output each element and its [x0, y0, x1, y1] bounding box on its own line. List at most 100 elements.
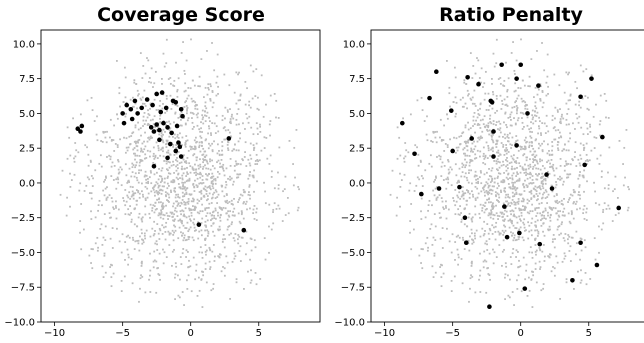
- background-points: [389, 38, 630, 308]
- background-point: [391, 169, 394, 172]
- y-tick-label: −7.5: [11, 283, 35, 294]
- background-point: [211, 214, 214, 217]
- background-point: [512, 185, 515, 187]
- background-point: [188, 215, 191, 218]
- background-point: [264, 202, 267, 205]
- background-point: [488, 192, 491, 194]
- background-point: [399, 185, 402, 188]
- background-point: [164, 191, 167, 194]
- background-point: [558, 131, 561, 134]
- background-point: [249, 164, 252, 167]
- background-point: [482, 234, 485, 237]
- background-point: [461, 162, 464, 165]
- background-point: [463, 147, 466, 149]
- background-point: [474, 153, 477, 156]
- background-point: [144, 237, 147, 240]
- background-point: [576, 117, 579, 120]
- background-point: [133, 175, 136, 178]
- background-point: [138, 155, 141, 157]
- background-point: [133, 81, 136, 84]
- background-point: [431, 141, 434, 143]
- background-point: [496, 187, 499, 190]
- background-point: [400, 179, 403, 181]
- background-point: [534, 250, 537, 253]
- background-point: [514, 89, 517, 92]
- background-point: [593, 147, 596, 149]
- background-point: [518, 177, 521, 180]
- background-point: [526, 211, 529, 214]
- background-point: [439, 155, 442, 158]
- background-point: [486, 129, 488, 131]
- background-point: [593, 136, 596, 139]
- background-point: [204, 158, 207, 161]
- background-point: [481, 207, 484, 209]
- background-point: [476, 124, 479, 126]
- background-point: [532, 271, 534, 273]
- background-point: [506, 200, 509, 203]
- background-point: [389, 193, 392, 196]
- background-point: [522, 169, 525, 171]
- background-point: [184, 122, 187, 125]
- background-point: [602, 211, 604, 213]
- background-point: [522, 197, 524, 200]
- background-point: [496, 177, 499, 179]
- background-point: [582, 176, 585, 179]
- background-point: [247, 270, 249, 273]
- background-point: [179, 132, 181, 135]
- background-point: [231, 214, 234, 217]
- background-point: [136, 140, 139, 143]
- background-point: [229, 121, 231, 124]
- background-point: [502, 233, 505, 236]
- background-point: [211, 159, 213, 162]
- background-point: [143, 175, 146, 178]
- background-point: [468, 138, 471, 141]
- background-point: [211, 90, 214, 92]
- background-point: [147, 113, 150, 115]
- background-point: [428, 199, 431, 202]
- background-point: [156, 198, 158, 201]
- background-point: [145, 229, 148, 232]
- background-point: [518, 209, 521, 212]
- background-point: [226, 194, 228, 196]
- background-point: [532, 167, 534, 170]
- background-point: [451, 233, 454, 236]
- background-point: [505, 149, 508, 152]
- background-point: [168, 201, 170, 203]
- background-point: [165, 256, 168, 259]
- background-point: [579, 154, 582, 157]
- background-point: [126, 194, 129, 197]
- background-point: [561, 260, 564, 263]
- background-point: [595, 103, 597, 106]
- background-point: [531, 256, 534, 259]
- background-point: [204, 250, 207, 253]
- background-point: [567, 149, 570, 152]
- background-point: [209, 160, 211, 163]
- background-point: [176, 164, 179, 166]
- background-point: [440, 263, 442, 266]
- background-point: [449, 105, 451, 108]
- background-point: [159, 181, 162, 184]
- background-point: [566, 113, 569, 115]
- background-point: [445, 187, 448, 190]
- background-point: [204, 268, 207, 270]
- background-point: [579, 142, 582, 145]
- background-point: [468, 164, 471, 167]
- background-point: [495, 62, 498, 65]
- background-point: [207, 167, 210, 170]
- background-point: [534, 238, 536, 241]
- background-point: [565, 281, 568, 284]
- background-point: [247, 193, 250, 196]
- background-point: [152, 204, 155, 207]
- background-point: [472, 193, 474, 196]
- background-point: [521, 100, 524, 103]
- background-point: [567, 173, 570, 176]
- background-point: [266, 157, 269, 160]
- background-point: [526, 186, 529, 188]
- background-point: [98, 199, 101, 202]
- background-point: [627, 186, 630, 188]
- background-point: [138, 138, 141, 141]
- background-point: [492, 52, 495, 55]
- background-point: [603, 187, 606, 190]
- background-point: [196, 104, 198, 106]
- background-point: [136, 154, 139, 157]
